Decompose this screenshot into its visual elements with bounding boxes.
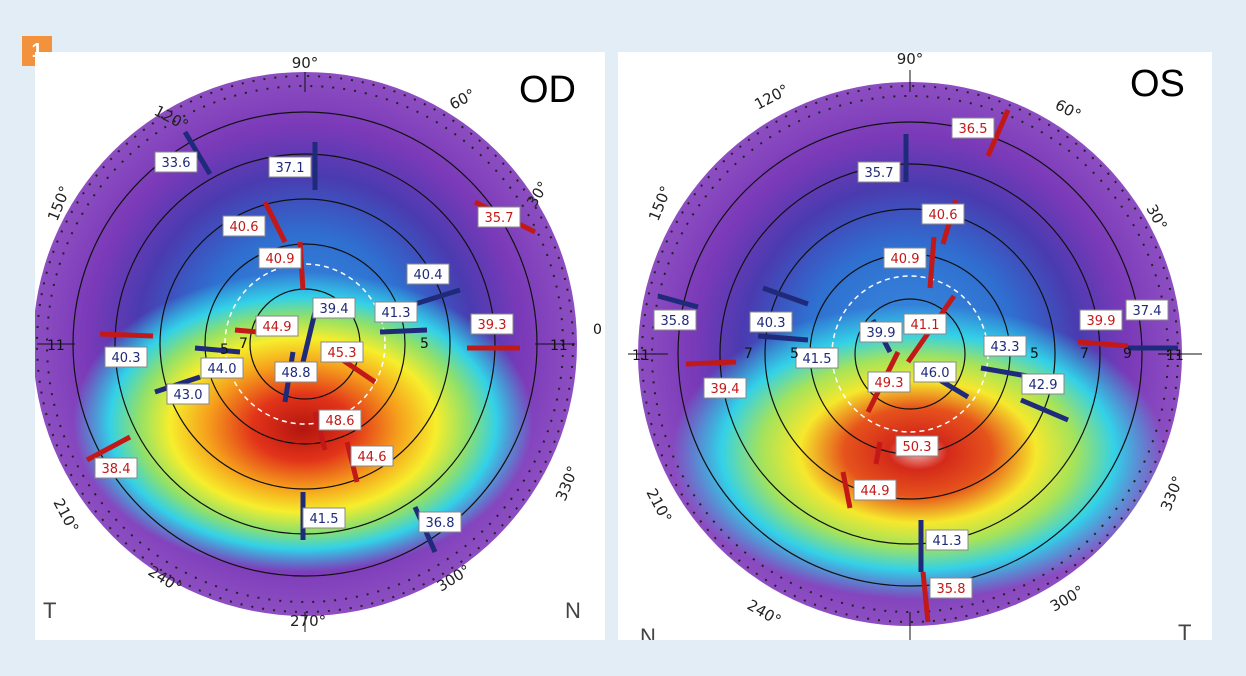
os-reading-41-1: 41.1	[911, 318, 940, 333]
os-reading-46-0: 46.0	[921, 366, 950, 381]
od-ring-mark: 11	[47, 338, 65, 354]
os-reading-50-3: 50.3	[903, 440, 932, 455]
od-axes	[37, 72, 575, 632]
os-ring-mark: 9	[1123, 346, 1132, 362]
os-reading-40-6: 40.6	[929, 208, 958, 223]
od-reading-44-9: 44.9	[263, 320, 292, 335]
od-ring-mark: 7	[239, 336, 248, 352]
od-deg-210: 210°	[49, 495, 82, 535]
od-ring-mark: 5	[220, 342, 229, 358]
od-reading-40-9: 40.9	[266, 252, 295, 267]
os-ring-mark: 7	[744, 346, 753, 362]
od-topography-map: 33.6 37.1 35.7 40.6 40.9 40.4 39.4 41.3 …	[35, 52, 605, 640]
od-reading-39-4: 39.4	[320, 302, 349, 317]
od-reading-40-4: 40.4	[414, 268, 443, 283]
od-reading-38-4: 38.4	[102, 462, 131, 477]
os-ring-mark: 5	[1030, 346, 1039, 362]
od-eye-title: OD	[519, 69, 576, 111]
od-corner-right: N	[565, 598, 581, 623]
os-axes	[628, 70, 1202, 640]
os-reading-35-7: 35.7	[865, 166, 894, 181]
od-reading-48-8: 48.8	[282, 366, 311, 381]
os-reading-36-5: 36.5	[959, 122, 988, 137]
od-ring-mark: 0	[593, 322, 602, 338]
od-reading-48-6: 48.6	[326, 414, 355, 429]
od-reading-44-0: 44.0	[208, 362, 237, 377]
os-deg-150: 150°	[645, 183, 675, 223]
od-reading-39-3: 39.3	[478, 318, 507, 333]
od-reading-36-8: 36.8	[426, 516, 455, 531]
od-reading-44-6: 44.6	[358, 450, 387, 465]
os-ring-mark: 11	[1166, 348, 1184, 364]
od-reading-41-5: 41.5	[310, 512, 339, 527]
os-topography-map: 36.5 35.7 40.6 40.9 35.8 40.3 39.9 41.1 …	[618, 52, 1212, 640]
os-reading-39-9-right: 39.9	[1087, 314, 1116, 329]
od-deg-60: 60°	[446, 85, 478, 113]
od-reading-43-0: 43.0	[174, 388, 203, 403]
os-reading-35-8-left: 35.8	[661, 314, 690, 329]
od-deg-270: 270°	[290, 612, 326, 630]
od-reading-41-3: 41.3	[382, 306, 411, 321]
os-reading-37-4: 37.4	[1133, 304, 1162, 319]
os-reading-40-3: 40.3	[757, 316, 786, 331]
od-reading-37-1: 37.1	[276, 161, 305, 176]
od-corner-left: T	[43, 598, 56, 623]
od-ring-mark: 11	[550, 338, 568, 354]
od-deg-90: 90°	[292, 54, 319, 72]
os-reading-35-8-bottom: 35.8	[937, 582, 966, 597]
od-reading-35-7: 35.7	[485, 211, 514, 226]
od-reading-45-3: 45.3	[328, 346, 357, 361]
os-reading-49-3: 49.3	[875, 376, 904, 391]
os-map-hotspot	[638, 82, 1182, 626]
od-pupil-outline	[224, 263, 386, 425]
os-reading-41-5: 41.5	[803, 352, 832, 367]
os-reading-39-4: 39.4	[711, 382, 740, 397]
os-deg-210: 210°	[642, 485, 675, 525]
os-ring-mark: 5	[790, 346, 799, 362]
os-deg-120: 120°	[751, 81, 791, 114]
os-corner-right: T	[1178, 620, 1191, 640]
os-deg-90: 90°	[897, 52, 924, 68]
os-deg-240: 240°	[744, 596, 784, 630]
os-reading-44-9: 44.9	[861, 484, 890, 499]
os-reading-41-3: 41.3	[933, 534, 962, 549]
os-reading-43-3: 43.3	[991, 340, 1020, 355]
od-reading-40-3: 40.3	[112, 351, 141, 366]
os-corner-left: N	[640, 624, 656, 640]
os-ring-mark: 11	[632, 348, 650, 364]
os-reading-42-9: 42.9	[1029, 378, 1058, 393]
os-ring-mark: 7	[1080, 346, 1089, 362]
od-reading-33-6: 33.6	[162, 156, 191, 171]
od-deg-330: 330°	[552, 463, 582, 503]
os-reading-40-9: 40.9	[891, 252, 920, 267]
os-deg-330: 330°	[1157, 473, 1187, 513]
os-deg-300: 300°	[1047, 582, 1087, 616]
os-eye-title: OS	[1130, 63, 1185, 105]
os-deg-60: 60°	[1052, 96, 1084, 124]
od-label-bg	[154, 151, 198, 173]
od-reading-40-6: 40.6	[230, 220, 259, 235]
od-ring-mark: 5	[420, 336, 429, 352]
os-reading-39-9-center: 39.9	[867, 326, 896, 341]
